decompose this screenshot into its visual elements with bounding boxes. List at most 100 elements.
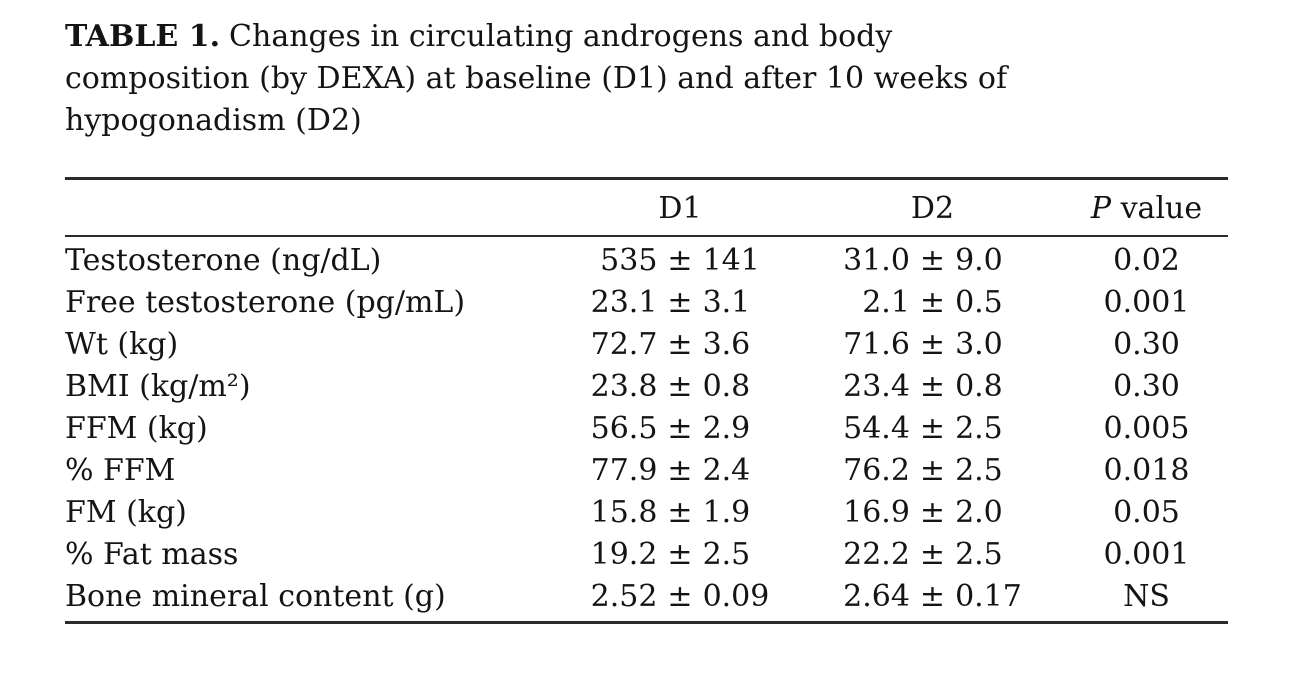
d1-sd-value: 2.9 xyxy=(702,411,751,446)
row-label: FFM (kg) xyxy=(65,411,208,446)
d1-mean-value: 77.9 xyxy=(590,453,658,488)
row-label: BMI (kg/m²) xyxy=(65,369,251,404)
d2-sd-value: 9.0 xyxy=(955,243,1003,278)
p-value-cell: 0.005 xyxy=(1103,411,1190,446)
d1-sd-value: 3.6 xyxy=(702,327,751,362)
d1-cell: 77.9 ± 2.4 xyxy=(560,450,800,492)
row-label: % FFM xyxy=(65,453,176,488)
p-value-cell: 0.001 xyxy=(1103,537,1190,572)
table-header-rule xyxy=(65,234,1228,237)
row-label: % Fat mass xyxy=(65,537,239,572)
d1-sd-value: 2.5 xyxy=(702,537,751,572)
d2-cell: 2.64 ± 0.17 xyxy=(800,576,1065,618)
caption-line-3: hypogonadism (D2) xyxy=(65,103,362,138)
table-body: Testosterone (ng/dL) 535 ± 141 31.0 ± 9.… xyxy=(65,237,1228,621)
d2-sd-value: 0.17 xyxy=(955,579,1022,614)
d1-mean-value: 72.7 xyxy=(590,327,658,362)
d1-sd-value: 2.4 xyxy=(702,453,751,488)
d1-sd-value: 0.8 xyxy=(702,369,751,404)
d1-mean-value: 15.8 xyxy=(590,495,658,530)
d2-mean-value: 2.64 xyxy=(843,579,910,614)
d2-cell: 22.2 ± 2.5 xyxy=(800,534,1065,576)
table-row: BMI (kg/m²) 23.8 ± 0.8 23.4 ± 0.8 0.30 xyxy=(65,366,1228,408)
p-value-cell: 0.018 xyxy=(1103,453,1190,488)
header-p-value: P value xyxy=(1065,191,1228,226)
d1-cell: 56.5 ± 2.9 xyxy=(560,408,800,450)
header-d1: D1 xyxy=(658,191,702,226)
d1-cell: 15.8 ± 1.9 xyxy=(560,492,800,534)
plus-minus-sign: ± xyxy=(919,243,946,278)
d2-mean-value: 31.0 xyxy=(843,243,910,278)
plus-minus-sign: ± xyxy=(667,369,693,404)
d2-mean-value: 16.9 xyxy=(843,495,910,530)
d2-cell: 71.6 ± 3.0 xyxy=(800,324,1065,366)
caption-text-line-1: Changes in circulating androgens and bod… xyxy=(229,19,893,54)
table-header-row: D1 D2 P value xyxy=(65,180,1228,235)
p-value-cell: 0.001 xyxy=(1103,285,1190,320)
d2-sd-value: 2.0 xyxy=(955,495,1003,530)
d1-cell: 535 ± 141 xyxy=(560,240,800,282)
p-value-cell: 0.30 xyxy=(1113,327,1180,362)
plus-minus-sign: ± xyxy=(667,537,693,572)
p-value-cell: 0.05 xyxy=(1113,495,1180,530)
plus-minus-sign: ± xyxy=(667,579,693,614)
d2-cell: 76.2 ± 2.5 xyxy=(800,450,1065,492)
row-label: Wt (kg) xyxy=(65,327,179,362)
plus-minus-sign: ± xyxy=(667,411,693,446)
d2-mean-value: 23.4 xyxy=(843,369,910,404)
table-number-label: TABLE 1. xyxy=(65,19,221,54)
plus-minus-sign: ± xyxy=(919,495,946,530)
table-row: Bone mineral content (g) 2.52 ± 0.09 2.6… xyxy=(65,576,1228,618)
row-label: Bone mineral content (g) xyxy=(65,579,446,614)
d2-sd-value: 0.8 xyxy=(955,369,1003,404)
p-value-cell: NS xyxy=(1123,579,1170,614)
d1-cell: 23.8 ± 0.8 xyxy=(560,366,800,408)
d2-cell: 16.9 ± 2.0 xyxy=(800,492,1065,534)
d1-cell: 19.2 ± 2.5 xyxy=(560,534,800,576)
plus-minus-sign: ± xyxy=(667,243,693,278)
plus-minus-sign: ± xyxy=(667,285,693,320)
d2-cell: 31.0 ± 9.0 xyxy=(800,240,1065,282)
table-caption: TABLE 1. Changes in circulating androgens… xyxy=(65,16,1215,142)
d1-mean-value: 535 xyxy=(600,243,658,278)
row-label: FM (kg) xyxy=(65,495,187,530)
d2-cell: 54.4 ± 2.5 xyxy=(800,408,1065,450)
plus-minus-sign: ± xyxy=(919,453,946,488)
plus-minus-sign: ± xyxy=(667,327,693,362)
d1-mean-value: 56.5 xyxy=(590,411,658,446)
plus-minus-sign: ± xyxy=(667,495,693,530)
p-symbol: P xyxy=(1090,191,1112,226)
table-row: FM (kg) 15.8 ± 1.9 16.9 ± 2.0 0.05 xyxy=(65,492,1228,534)
d1-sd-value: 1.9 xyxy=(702,495,751,530)
d1-mean-value: 23.8 xyxy=(590,369,658,404)
table-bottom-rule xyxy=(65,621,1228,624)
p-value-cell: 0.30 xyxy=(1113,369,1180,404)
d2-sd-value: 2.5 xyxy=(955,453,1003,488)
d1-cell: 2.52 ± 0.09 xyxy=(560,576,800,618)
d2-mean-value: 71.6 xyxy=(843,327,910,362)
d2-cell: 2.1 ± 0.5 xyxy=(800,282,1065,324)
p-value-word: value xyxy=(1120,191,1203,226)
d2-sd-value: 2.5 xyxy=(955,411,1003,446)
plus-minus-sign: ± xyxy=(919,285,946,320)
d1-mean-value: 23.1 xyxy=(590,285,658,320)
plus-minus-sign: ± xyxy=(919,579,946,614)
d2-cell: 23.4 ± 0.8 xyxy=(800,366,1065,408)
p-value-cell: 0.02 xyxy=(1113,243,1180,278)
caption-line-1: TABLE 1. Changes in circulating androgens… xyxy=(65,16,1215,58)
d2-mean-value: 54.4 xyxy=(843,411,910,446)
table-row: Wt (kg) 72.7 ± 3.6 71.6 ± 3.0 0.30 xyxy=(65,324,1228,366)
d1-cell: 23.1 ± 3.1 xyxy=(560,282,800,324)
table-row: % Fat mass 19.2 ± 2.5 22.2 ± 2.5 0.001 xyxy=(65,534,1228,576)
table-top-rule xyxy=(65,177,1228,180)
plus-minus-sign: ± xyxy=(919,537,946,572)
d2-sd-value: 3.0 xyxy=(955,327,1003,362)
d2-sd-value: 2.5 xyxy=(955,537,1003,572)
header-d2: D2 xyxy=(910,191,955,226)
plus-minus-sign: ± xyxy=(919,327,946,362)
d1-cell: 72.7 ± 3.6 xyxy=(560,324,800,366)
d1-mean-value: 19.2 xyxy=(590,537,658,572)
d1-sd-value: 0.09 xyxy=(702,579,770,614)
row-label: Free testosterone (pg/mL) xyxy=(65,285,466,320)
d1-sd-value: 3.1 xyxy=(702,285,751,320)
